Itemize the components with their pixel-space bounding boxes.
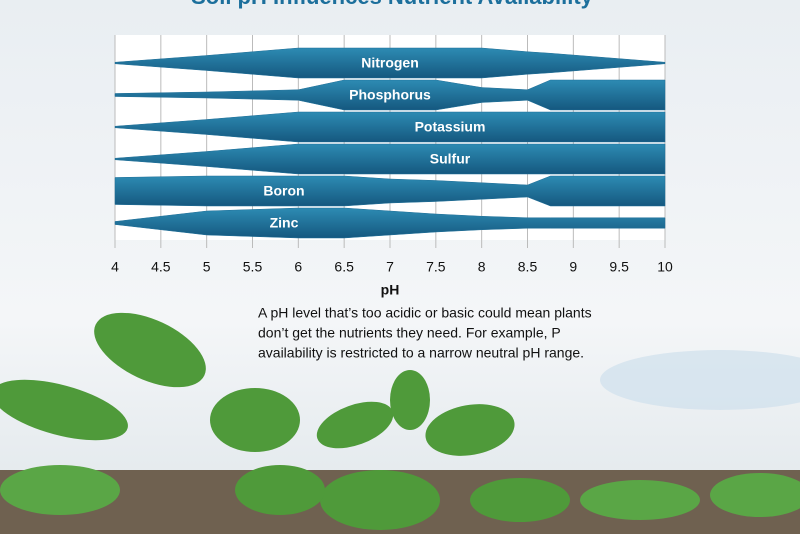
x-tick-label: 4.5 [151, 259, 171, 275]
x-axis-label: pH [381, 282, 400, 298]
x-tick-label: 7 [386, 259, 394, 275]
nutrient-band [114, 207, 666, 239]
band-label: Zinc [270, 215, 299, 231]
band-label: Boron [263, 183, 304, 199]
nutrient-band [114, 175, 666, 207]
chart-title: Soil pH Influences Nutrient Availability [191, 0, 594, 9]
band-label: Phosphorus [349, 87, 431, 103]
band-label: Potassium [415, 119, 486, 135]
x-tick-label: 6.5 [334, 259, 354, 275]
nutrient-band [114, 47, 666, 79]
x-tick-label: 8.5 [518, 259, 538, 275]
annotation: don’t get the nutrients they need. For e… [258, 325, 561, 341]
nutrient-band [114, 143, 666, 175]
x-tick-label: 5.5 [243, 259, 263, 275]
x-tick-label: 10 [657, 259, 673, 275]
x-tick-label: 8 [478, 259, 486, 275]
x-tick-label: 7.5 [426, 259, 446, 275]
cloud [600, 350, 800, 410]
x-tick-label: 9 [569, 259, 577, 275]
annotation: availability is restricted to a narrow n… [258, 345, 584, 361]
x-tick-label: 5 [203, 259, 211, 275]
band-label: Sulfur [430, 151, 471, 167]
x-tick-label: 6 [294, 259, 302, 275]
x-tick-label: 9.5 [609, 259, 629, 275]
x-tick-label: 4 [111, 259, 119, 275]
band-label: Nitrogen [361, 55, 419, 71]
plants [0, 312, 800, 530]
nutrient-band [114, 79, 666, 111]
annotation: A pH level that’s too acidic or basic co… [258, 305, 592, 321]
nutrient-band [114, 111, 666, 143]
